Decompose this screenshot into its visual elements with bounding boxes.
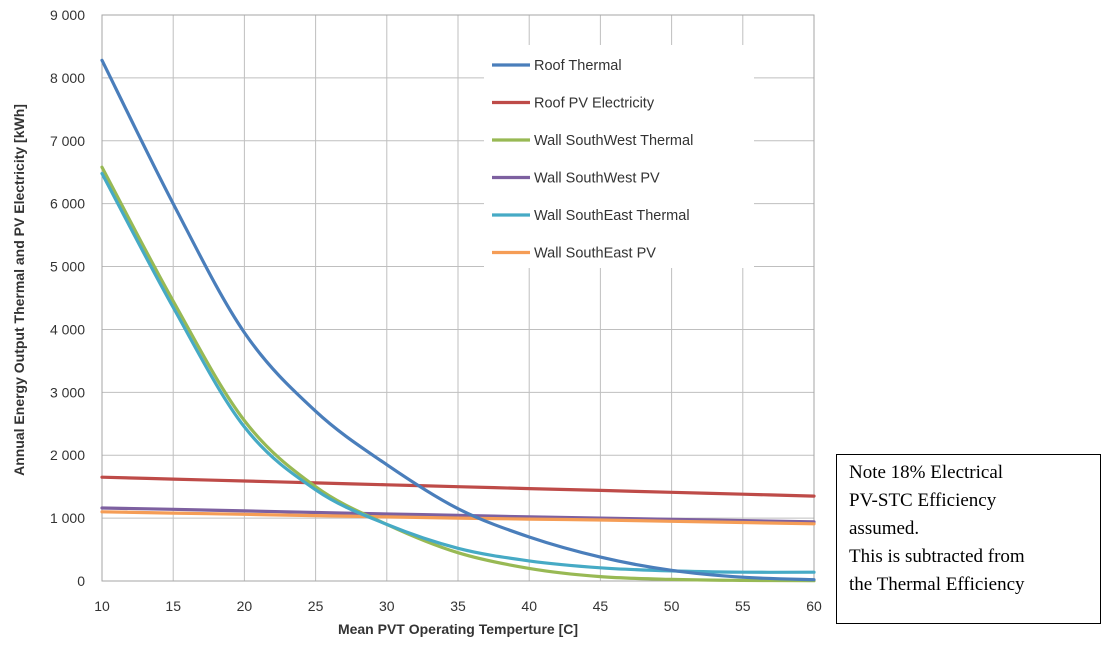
y-tick-label: 4 000 bbox=[50, 321, 85, 337]
legend-background bbox=[484, 45, 754, 268]
note-box: Note 18% Electrical PV-STC Efficiency as… bbox=[836, 454, 1101, 624]
x-tick-label: 30 bbox=[379, 598, 395, 614]
legend: Roof Thermal Roof PV Electricity Wall Sout… bbox=[484, 45, 754, 268]
y-tick-labels: 0 1 000 2 000 3 000 4 000 5 000 6 000 7 000 8 00… bbox=[50, 7, 85, 589]
plot-area bbox=[101, 14, 815, 582]
legend-label: Wall SouthEast PV bbox=[534, 246, 656, 262]
series-line bbox=[100, 475, 816, 498]
y-tick-label: 9 000 bbox=[50, 7, 85, 23]
x-tick-label: 50 bbox=[664, 598, 680, 614]
legend-label: Wall SouthWest Thermal bbox=[534, 133, 693, 149]
x-tick-label: 35 bbox=[450, 598, 466, 614]
x-axis-title: Mean PVT Operating Temperture [C] bbox=[338, 621, 578, 637]
y-tick-label: 7 000 bbox=[50, 133, 85, 149]
plot-border bbox=[101, 14, 815, 582]
x-tick-label: 15 bbox=[165, 598, 181, 614]
y-axis-title: Annual Energy Output Thermal and PV Elec… bbox=[11, 104, 27, 476]
x-tick-label: 10 bbox=[94, 598, 110, 614]
x-tick-label: 20 bbox=[237, 598, 253, 614]
legend-label: Roof PV Electricity bbox=[534, 96, 655, 112]
y-tick-label: 0 bbox=[77, 573, 85, 589]
y-tick-label: 6 000 bbox=[50, 196, 85, 212]
legend-label: Wall SouthWest PV bbox=[534, 171, 660, 187]
x-tick-label: 45 bbox=[593, 598, 609, 614]
series-line bbox=[100, 58, 816, 582]
legend-label: Roof Thermal bbox=[534, 58, 622, 74]
x-tick-label: 40 bbox=[521, 598, 537, 614]
x-tick-label: 55 bbox=[735, 598, 751, 614]
series-line bbox=[100, 506, 816, 524]
x-tick-label: 25 bbox=[308, 598, 324, 614]
y-tick-label: 8 000 bbox=[50, 70, 85, 86]
y-tick-label: 2 000 bbox=[50, 447, 85, 463]
note-line: This is subtracted from bbox=[849, 546, 1025, 567]
note-line: Note 18% Electrical bbox=[849, 462, 1004, 483]
x-tick-label: 60 bbox=[806, 598, 822, 614]
y-tick-label: 5 000 bbox=[50, 259, 85, 275]
series-line bbox=[100, 510, 816, 526]
legend-label: Wall SouthEast Thermal bbox=[534, 208, 690, 224]
x-tick-labels: 10 15 20 25 30 35 40 45 50 55 60 bbox=[94, 598, 822, 614]
y-tick-label: 1 000 bbox=[50, 510, 85, 526]
series-line bbox=[100, 165, 816, 583]
y-tick-label: 3 000 bbox=[50, 384, 85, 400]
note-line: assumed. bbox=[849, 518, 920, 539]
series-lines bbox=[100, 58, 816, 583]
note-line: the Thermal Efficiency bbox=[849, 574, 1025, 595]
note-line: PV-STC Efficiency bbox=[849, 490, 997, 511]
